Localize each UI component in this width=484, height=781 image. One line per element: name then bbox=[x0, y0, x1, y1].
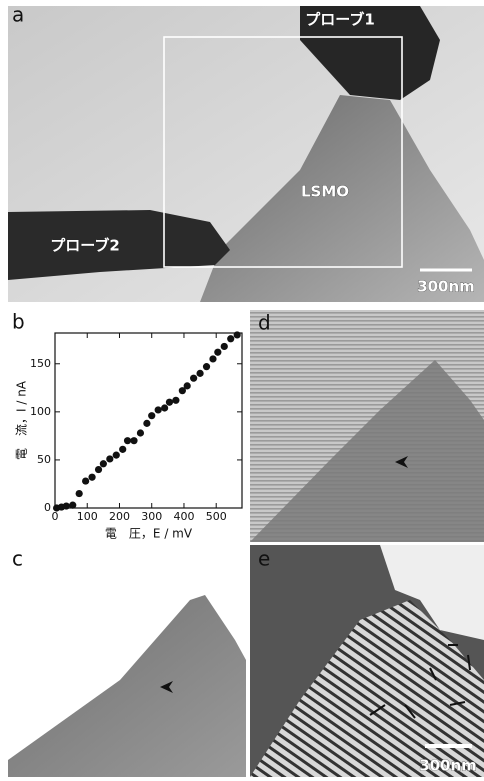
data-point bbox=[190, 375, 197, 382]
data-point bbox=[130, 437, 137, 444]
probe-label: プローブ2 bbox=[50, 237, 120, 255]
data-point bbox=[100, 460, 107, 467]
y-tick-label: 50 bbox=[37, 453, 51, 466]
figure: a プローブ1 LSMO プローブ2 300nm b 0 100 200 300 400… bbox=[0, 0, 484, 777]
data-point bbox=[76, 490, 83, 497]
scale-label: 300nm bbox=[417, 278, 475, 296]
data-point bbox=[143, 420, 150, 427]
panel-c: c bbox=[8, 545, 246, 777]
panel-label: b bbox=[12, 310, 25, 334]
data-point bbox=[196, 370, 203, 377]
data-point bbox=[161, 404, 168, 411]
panel-a: a プローブ1 LSMO プローブ2 300nm bbox=[8, 3, 484, 303]
data-point bbox=[227, 335, 234, 342]
probe-label: プローブ1 bbox=[305, 11, 375, 29]
scale-label: 300nm bbox=[419, 757, 477, 775]
data-point bbox=[119, 446, 126, 453]
x-axis-label: 電 圧，E / mV bbox=[105, 527, 193, 541]
data-point bbox=[69, 502, 76, 509]
x-tick-label: 100 bbox=[77, 510, 98, 523]
y-tick-label: 100 bbox=[30, 405, 51, 418]
x-tick-label: 200 bbox=[109, 510, 130, 523]
data-point bbox=[95, 466, 102, 473]
x-tick-label: 300 bbox=[141, 510, 162, 523]
data-point bbox=[148, 412, 155, 419]
data-point bbox=[166, 399, 173, 406]
sample-label: LSMO bbox=[301, 183, 349, 201]
data-point bbox=[124, 437, 131, 444]
x-tick-label: 0 bbox=[52, 510, 59, 523]
y-tick-label: 150 bbox=[30, 357, 51, 370]
panel-label: c bbox=[12, 547, 23, 571]
data-point bbox=[209, 355, 216, 362]
data-point bbox=[214, 349, 221, 356]
data-point bbox=[155, 406, 162, 413]
data-point bbox=[172, 397, 179, 404]
panel-label: e bbox=[258, 547, 270, 571]
panel-label: d bbox=[258, 311, 271, 335]
data-point bbox=[234, 331, 241, 338]
data-point bbox=[137, 429, 144, 436]
y-axis-label: 電 流，I / nA bbox=[15, 380, 29, 460]
panel-label: a bbox=[12, 3, 24, 27]
data-point bbox=[88, 474, 95, 481]
data-point bbox=[63, 502, 70, 509]
panel-d: d bbox=[250, 310, 484, 542]
y-tick-label: 0 bbox=[44, 501, 51, 514]
x-tick-label: 500 bbox=[206, 510, 227, 523]
data-point bbox=[221, 343, 228, 350]
data-point bbox=[113, 452, 120, 459]
data-point bbox=[106, 455, 113, 462]
data-point bbox=[203, 363, 210, 370]
data-point bbox=[82, 477, 89, 484]
x-tick-label: 400 bbox=[173, 510, 194, 523]
panel-e: 300nm e bbox=[250, 545, 484, 777]
data-point bbox=[184, 382, 191, 389]
panel-b: b 0 100 200 300 400 500 0 50 100 150 電 圧，E / mV 電 流… bbox=[12, 310, 242, 541]
